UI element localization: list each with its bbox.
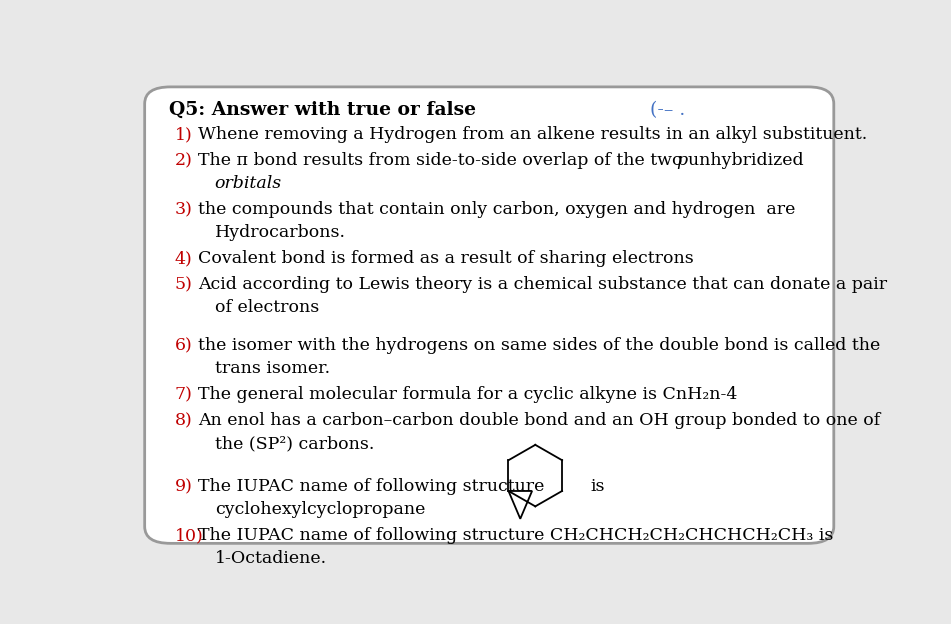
Text: Q5: Answer with true or false: Q5: Answer with true or false [169, 101, 476, 119]
Text: Acid according to Lewis theory is a chemical substance that can donate a pair: Acid according to Lewis theory is a chem… [198, 276, 887, 293]
Text: An enol has a carbon–carbon double bond and an OH group bonded to one of: An enol has a carbon–carbon double bond … [198, 412, 880, 429]
Text: The general molecular formula for a cyclic alkyne is CnH₂n-4: The general molecular formula for a cycl… [198, 386, 737, 403]
Text: (-– .: (-– . [650, 101, 685, 119]
Text: of electrons: of electrons [215, 300, 319, 316]
Text: 7): 7) [175, 386, 193, 403]
Text: 10): 10) [175, 527, 204, 544]
Text: Hydrocarbons.: Hydrocarbons. [215, 224, 345, 241]
Text: 1-Octadiene.: 1-Octadiene. [215, 550, 327, 567]
Text: cyclohexylcyclopropane: cyclohexylcyclopropane [215, 501, 425, 518]
Text: 8): 8) [175, 412, 193, 429]
Text: trans isomer.: trans isomer. [215, 360, 330, 378]
Text: 2): 2) [175, 152, 193, 169]
Text: the isomer with the hydrogens on same sides of the double bond is called the: the isomer with the hydrogens on same si… [198, 337, 880, 354]
Text: Covalent bond is formed as a result of sharing electrons: Covalent bond is formed as a result of s… [198, 250, 693, 267]
Text: 9): 9) [175, 478, 193, 495]
Text: 4): 4) [175, 250, 193, 267]
Text: Whene removing a Hydrogen from an alkene results in an alkyl substituent.: Whene removing a Hydrogen from an alkene… [198, 126, 867, 144]
Text: the (SP²) carbons.: the (SP²) carbons. [215, 436, 374, 452]
Text: is: is [591, 478, 605, 495]
Text: orbitals: orbitals [215, 175, 281, 192]
Text: 5): 5) [175, 276, 193, 293]
Text: p: p [676, 152, 688, 169]
Text: 6): 6) [175, 337, 193, 354]
Text: The π bond results from side-to-side overlap of the two unhybridized: The π bond results from side-to-side ove… [198, 152, 809, 169]
Text: the compounds that contain only carbon, oxygen and hydrogen  are: the compounds that contain only carbon, … [198, 202, 795, 218]
Text: The IUPAC name of following structure CH₂CHCH₂CH₂CHCHCH₂CH₃ is: The IUPAC name of following structure CH… [198, 527, 833, 544]
Text: 3): 3) [175, 202, 193, 218]
FancyBboxPatch shape [145, 87, 834, 544]
Text: 1): 1) [175, 126, 193, 144]
Text: The IUPAC name of following structure: The IUPAC name of following structure [198, 478, 544, 495]
